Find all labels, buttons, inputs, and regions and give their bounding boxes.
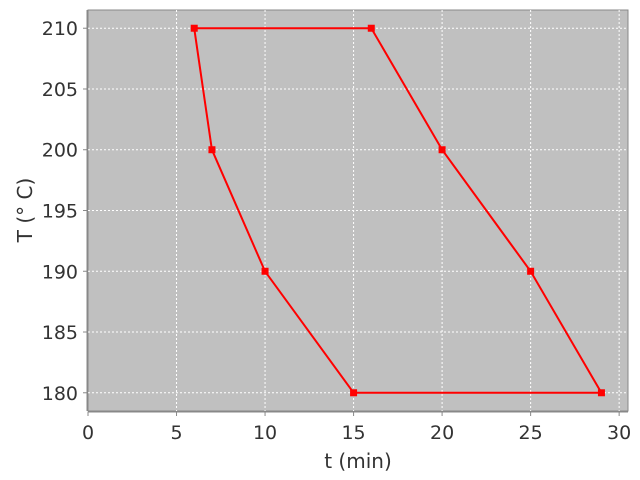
y-tick-label: 200 <box>42 140 78 162</box>
data-point <box>350 389 358 397</box>
y-tick-label: 205 <box>42 79 78 101</box>
x-tick-label: 20 <box>430 422 454 444</box>
x-tick-label: 30 <box>607 422 631 444</box>
y-axis-title: T (° C) <box>13 178 37 244</box>
y-tick-label: 190 <box>42 261 78 283</box>
y-tick-label: 185 <box>42 322 78 344</box>
y-tick-label: 210 <box>42 18 78 40</box>
x-tick-label: 10 <box>253 422 277 444</box>
data-point <box>438 146 446 154</box>
axes <box>83 10 628 416</box>
data-point <box>597 389 605 397</box>
data-point <box>208 146 216 154</box>
data-point <box>527 267 535 275</box>
x-tick-label: 15 <box>341 422 365 444</box>
x-tick-label: 0 <box>82 422 94 444</box>
x-axis-title: t (min) <box>324 449 392 473</box>
series <box>190 24 605 397</box>
data-point <box>261 267 269 275</box>
y-tick-label: 195 <box>42 201 78 223</box>
y-tick-label: 180 <box>42 383 78 405</box>
data-point <box>367 24 375 32</box>
x-tick-label: 5 <box>170 422 182 444</box>
data-point <box>190 24 198 32</box>
tick-labels: 0 5 10 15 20 25 30 180 185 190 195 200 205 210 <box>42 18 632 444</box>
x-tick-label: 25 <box>519 422 543 444</box>
